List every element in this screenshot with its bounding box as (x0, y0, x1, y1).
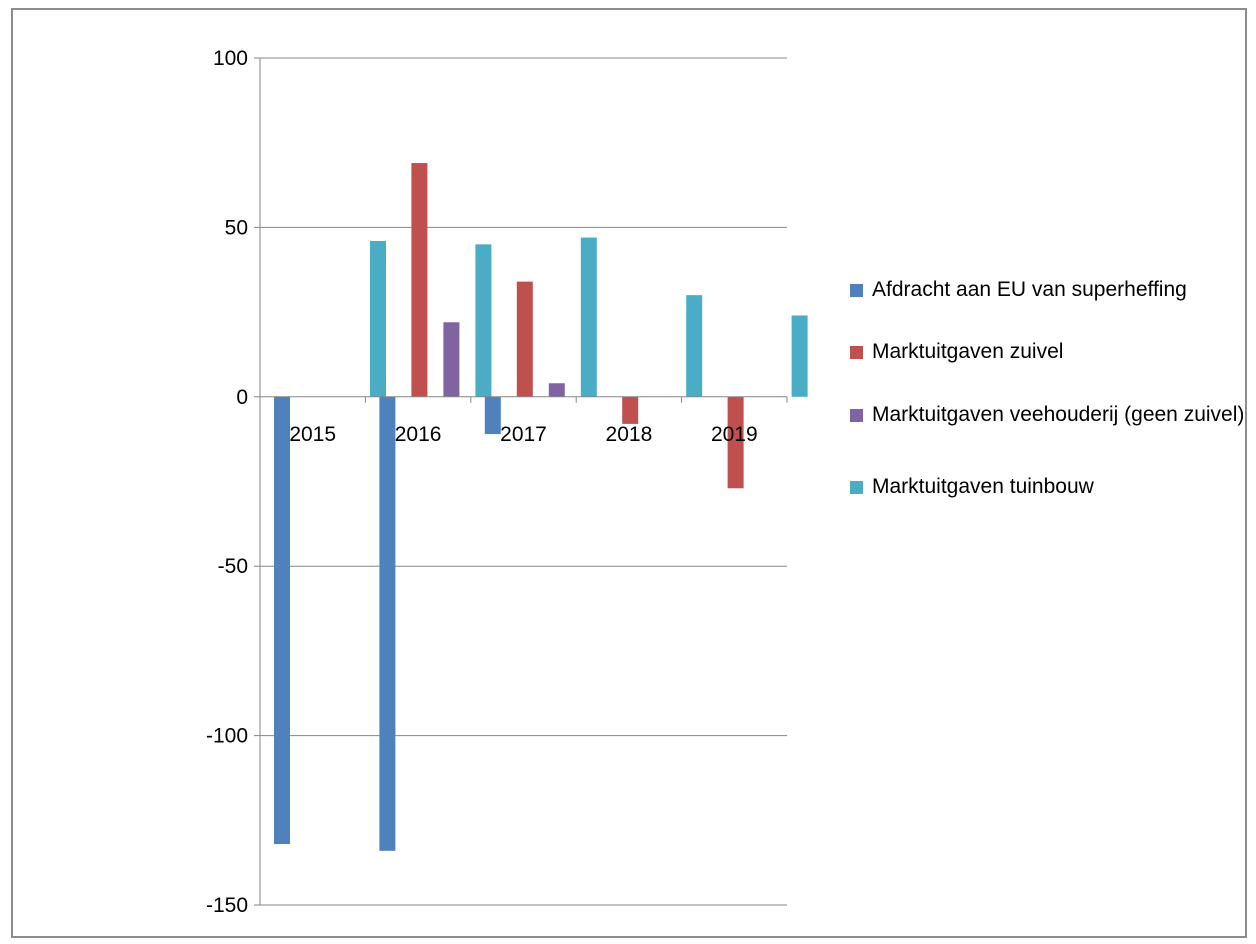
bar-2016-series-3 (475, 244, 492, 397)
y-tick-label: -50 (218, 555, 248, 578)
bar-2017-series-0 (484, 396, 501, 435)
x-tick-label-2018: 2018 (606, 423, 653, 446)
y-tick-label: 100 (213, 47, 248, 70)
legend-label-veehouderij: Marktuitgaven veehouderij (geen zuivel) (872, 403, 1245, 426)
bar-2017-series-1 (516, 281, 533, 397)
bar-2016-series-0 (379, 396, 396, 851)
x-tick-label-2019: 2019 (711, 423, 758, 446)
legend-item-zuivel: Marktuitgaven zuivel (850, 338, 1063, 365)
legend-swatch-zuivel (850, 346, 863, 359)
y-tick-label: 0 (236, 386, 248, 409)
legend-swatch-veehouderij (850, 409, 863, 422)
axes (259, 58, 787, 905)
chart-frame (11, 8, 1247, 938)
bar-2018-series-1 (622, 396, 639, 424)
x-tick-label-2016: 2016 (395, 423, 442, 446)
y-tick-label: 50 (225, 216, 248, 239)
bar-2018-series-3 (686, 295, 703, 397)
bar-2016-series-2 (443, 322, 460, 397)
gridlines (254, 57, 788, 906)
x-tick-label-2017: 2017 (500, 423, 547, 446)
bar-2017-series-2 (548, 383, 565, 397)
y-tick-label: -150 (206, 894, 248, 917)
x-tick-label-2015: 2015 (289, 423, 336, 446)
legend-item-afdracht: Afdracht aan EU van superheffing (850, 276, 1187, 303)
bar-2015-series-0 (274, 396, 290, 845)
legend-item-veehouderij: Marktuitgaven veehouderij (geen zuivel) (850, 401, 1252, 428)
legend-swatch-afdracht (850, 284, 863, 297)
bar-2019-series-3 (791, 315, 808, 397)
y-tick-label: -100 (206, 725, 248, 748)
bars (274, 163, 808, 851)
legend-label-zuivel: Marktuitgaven zuivel (872, 340, 1064, 363)
bar-2015-series-3 (370, 240, 386, 397)
tick-labels: 100 50 0 -50 -100 -150 2015 2016 2017 2018 2019 (206, 47, 758, 917)
bar-2017-series-3 (580, 237, 597, 397)
legend-item-tuinbouw: Marktuitgaven tuinbouw (850, 473, 1094, 500)
legend-label-tuinbouw: Marktuitgaven tuinbouw (872, 475, 1094, 498)
bar-2019-series-1 (727, 396, 744, 489)
legend-swatch-tuinbouw (850, 481, 863, 494)
bar-2016-series-1 (411, 163, 428, 397)
legend-label-afdracht: Afdracht aan EU van superheffing (872, 278, 1187, 301)
